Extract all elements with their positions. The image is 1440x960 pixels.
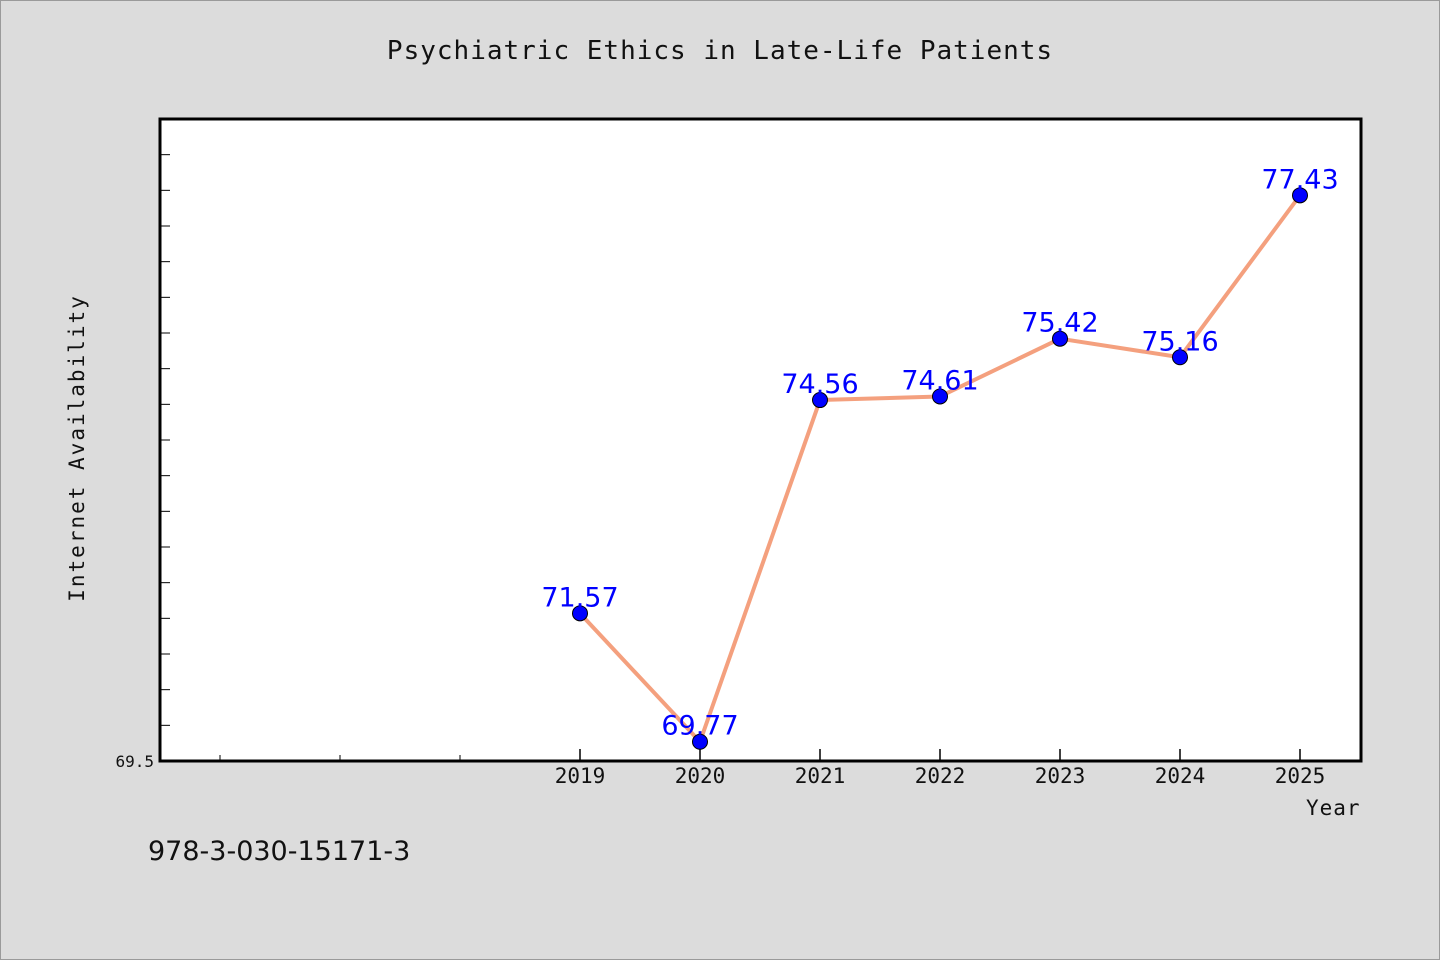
- x-axis-label: Year: [1306, 796, 1361, 820]
- data-label: 75.42: [1021, 308, 1098, 339]
- x-axis-minor-ticks: [219, 755, 461, 761]
- x-tick-label: 2024: [1155, 764, 1206, 788]
- data-point: [1292, 187, 1308, 204]
- data-point: [692, 733, 708, 750]
- data-label: 75.16: [1141, 326, 1218, 357]
- x-tick-label: 2021: [795, 764, 846, 788]
- x-tick-label: 2025: [1275, 764, 1326, 788]
- y-tick-label: 69.5: [115, 752, 154, 771]
- y-axis-ticks: 69.5: [115, 118, 170, 771]
- data-point: [812, 392, 828, 409]
- isbn-text: 978-3-030-15171-3: [148, 836, 411, 867]
- data-label: 69.77: [661, 711, 738, 742]
- x-tick-label: 2022: [915, 764, 966, 788]
- data-point: [1052, 330, 1068, 347]
- data-point: [1172, 349, 1188, 366]
- x-tick-label: 2019: [555, 764, 606, 788]
- plot-area: [158, 117, 1363, 763]
- data-label: 74.56: [781, 369, 858, 400]
- x-axis-ticks: 2019 2020 2021 2022 2023 2024 2025: [555, 749, 1326, 788]
- x-tick-label: 2023: [1035, 764, 1086, 788]
- data-label: 74.61: [901, 365, 978, 396]
- x-tick-label: 2020: [675, 764, 726, 788]
- data-point: [572, 605, 588, 622]
- data-label: 77.43: [1261, 164, 1338, 195]
- data-label: 71.57: [541, 582, 618, 613]
- markers-group: [572, 187, 1308, 750]
- data-labels-group: 71.57 69.77 74.56 74.61 75.42 75.16 77.43: [541, 164, 1338, 741]
- chart-title: Psychiatric Ethics in Late-Life Patients: [386, 36, 1054, 66]
- data-point: [932, 388, 948, 405]
